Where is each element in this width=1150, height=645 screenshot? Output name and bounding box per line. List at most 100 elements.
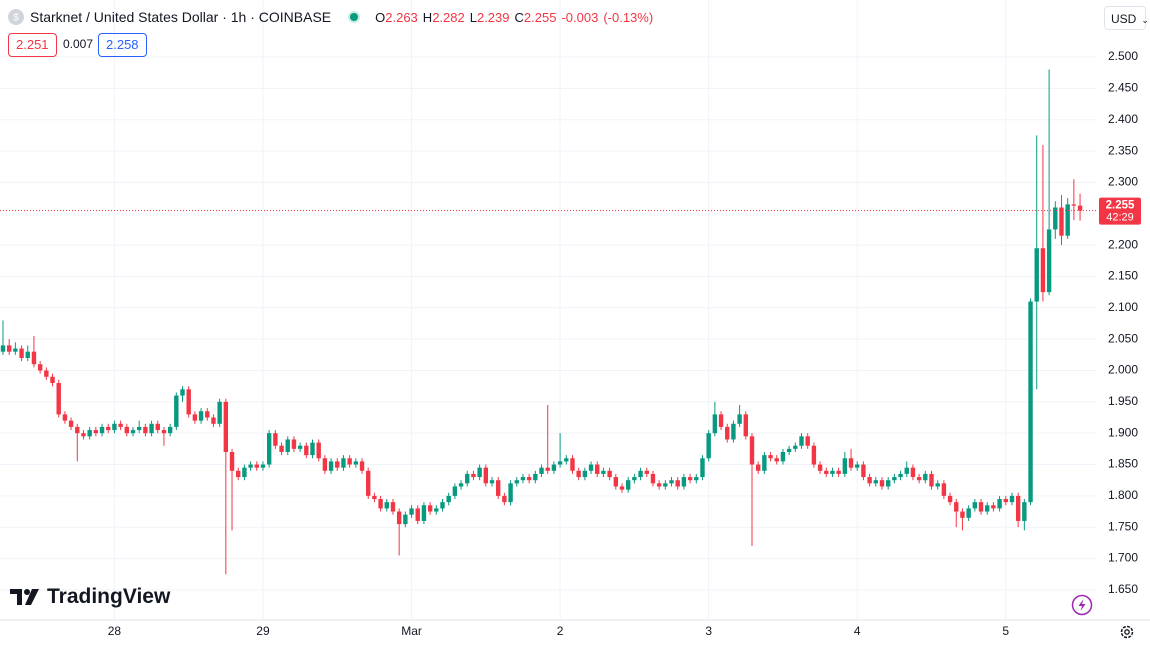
candle-body [205,411,210,418]
candle-body [378,499,383,509]
candle-body [898,473,903,478]
axes: 1.650 1.700 1.750 1.800 1.850 1.900 1.950 2.000… [0,49,1150,638]
x-tick-label: Mar [401,624,422,638]
candle-body [75,426,80,434]
candle-body [985,505,990,512]
candle-body [489,480,495,484]
candle-body [260,464,266,468]
candle-body [923,473,928,481]
candle-body [619,486,625,490]
candle-body [440,502,445,509]
candle-body [359,461,365,471]
candle-body [136,426,142,431]
candle-body [650,473,656,484]
candle-body [700,458,705,478]
candle-body [403,514,408,525]
candle-body [415,508,420,521]
candle-body [149,423,154,434]
candle-body [143,426,148,434]
candle-body [663,483,668,487]
candles [0,69,1083,575]
candle-body [991,505,996,509]
y-tick-label: 1.700 [1108,551,1138,565]
candle-body [811,445,817,465]
candle-body [118,423,123,427]
candle-body [873,480,878,484]
candle-body [960,511,965,518]
candle-body [954,502,959,512]
currency: USD [1111,12,1137,26]
candle-body [694,477,699,481]
settings-button[interactable] [1118,623,1136,641]
candle-body [656,483,662,487]
candle-body [254,464,259,468]
candle-body [6,345,12,352]
candle-body [817,464,823,471]
y-tick-label: 1.750 [1108,519,1138,533]
candle-body [824,470,829,474]
candle-body [1022,502,1027,521]
y-tick-label: 1.850 [1108,457,1138,471]
candle-body [1028,301,1033,503]
sell-price[interactable]: 2.251 [8,33,57,57]
candle-body [1040,248,1046,293]
candle-body [669,480,674,484]
candle-body [588,464,594,471]
candle-body [861,464,866,478]
candle-body [867,477,872,484]
candle-body [285,439,290,452]
candle-body [768,455,773,459]
candle-body [471,473,476,478]
legend-key: O [375,9,386,25]
candle-body [465,473,470,484]
candle-body [520,477,526,481]
currency-button[interactable]: USD ⌄ [1104,6,1149,30]
candle-body [106,426,111,431]
candle-body [198,411,204,421]
y-tick-label: 2.200 [1108,237,1138,251]
candle-body [997,499,1002,509]
logo-icon [10,589,39,605]
candle-body [762,455,767,471]
candle-body [291,439,297,449]
candle-body [836,470,841,474]
candle-body [50,376,55,384]
candle-body [681,477,687,487]
candle-body [582,470,588,478]
candle-body [718,414,724,427]
candle-body [396,511,402,525]
x-tick-label: 28 [108,624,122,638]
candle-body [675,480,680,487]
candle-body [595,464,600,474]
candle-body [1053,207,1058,230]
candle-body [539,467,544,474]
candle-body [749,436,755,465]
candle-body [706,433,711,459]
candle-body [248,464,253,468]
legend-value: 2.282 [432,9,465,25]
candle-body [372,495,377,500]
candle-body [211,417,216,424]
candle-body [347,458,352,465]
x-tick-label: 29 [256,624,270,638]
y-tick-label: 2.000 [1108,363,1138,377]
candle-body [62,414,68,421]
y-tick-label: 1.650 [1108,582,1138,596]
candle-body [904,467,909,474]
candle-body [625,480,631,490]
legend-value: 2.255 [523,9,557,25]
x-tick-label: 3 [705,624,712,638]
candle-body [217,401,222,424]
market-status[interactable] [347,10,361,24]
candle-body [1077,205,1083,211]
candle-body [570,458,575,471]
symbol-title[interactable]: Starknet / United States Dollar · 1h · C… [30,9,332,25]
candle-body [885,480,891,487]
y-tick-label: 2.500 [1108,49,1138,63]
lightning-button[interactable] [1071,594,1093,616]
buy-price[interactable]: 2.258 [98,33,147,57]
candle-body [13,348,18,352]
candle-body [229,451,235,471]
candle-body [236,470,241,478]
candle-body [1071,204,1077,206]
